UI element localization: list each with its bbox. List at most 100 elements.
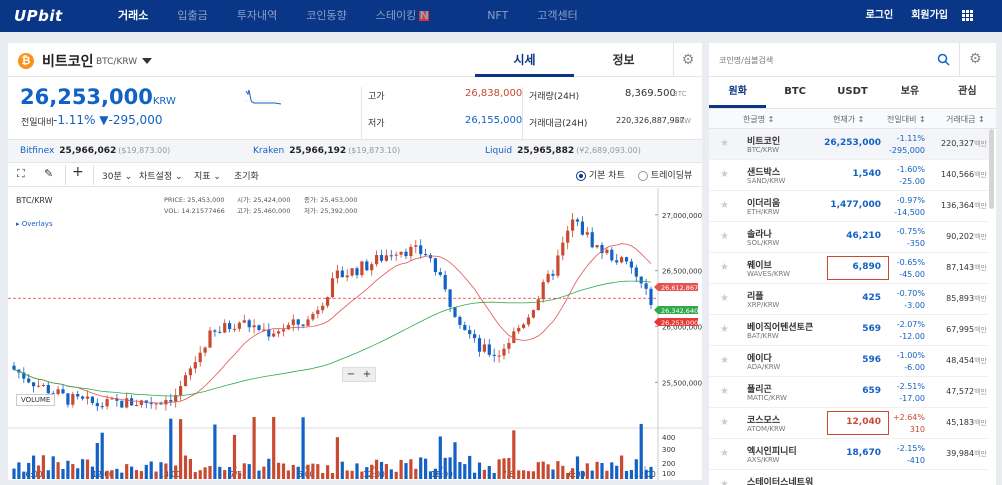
- search-input[interactable]: [719, 51, 919, 69]
- list-item[interactable]: ★ 스테이터스네트워: [709, 470, 989, 485]
- list-item[interactable]: ★ 엑시인피니티 AXS/KRW 18,670 -2.15% -410 39,984백만: [709, 439, 989, 470]
- star-icon[interactable]: ★: [720, 293, 729, 304]
- volume-bar: [473, 472, 477, 479]
- volume-bar: [316, 464, 320, 479]
- chart-settings-select[interactable]: 차트설정 ⌄: [139, 172, 183, 182]
- candle: [316, 310, 320, 314]
- list-item[interactable]: ★ 폴리곤 MATIC/KRW 659 -2.51% -17.00 47,572백만: [709, 377, 989, 408]
- zoom-in-button[interactable]: +: [362, 369, 372, 380]
- star-icon[interactable]: ★: [720, 200, 729, 211]
- basic-chart-radio[interactable]: 기본 차트: [576, 168, 625, 181]
- reset-button[interactable]: 초기화: [234, 172, 259, 182]
- star-icon[interactable]: ★: [720, 169, 729, 180]
- tab-holdings[interactable]: 보유: [900, 86, 920, 97]
- candle: [22, 372, 26, 379]
- volume-bar: [90, 466, 94, 479]
- menu-exchange[interactable]: 거래소: [118, 9, 149, 22]
- price-unit: KRW: [152, 96, 176, 107]
- list-item[interactable]: ★ 코스모스 ATOM/KRW 12,040 +2.64% 310 45,183백만: [709, 408, 989, 439]
- volume-bar: [463, 464, 467, 479]
- volume-bar: [179, 419, 183, 479]
- menu-investments[interactable]: 투자내역: [236, 9, 278, 22]
- candle: [546, 273, 550, 283]
- list-item[interactable]: ★ 베이직어텐션토큰 BAT/KRW 569 -2.07% -12.00 67,995백만: [709, 315, 989, 346]
- candle: [512, 331, 516, 344]
- menu-trends[interactable]: 코인동향: [306, 9, 347, 22]
- search-icon[interactable]: [937, 53, 950, 66]
- list-item[interactable]: ★ 비트코인 BTC/KRW 26,253,000 -1.11% -295,000 220,…: [709, 129, 989, 160]
- coin-volume: 85,893백만: [946, 294, 987, 304]
- star-icon[interactable]: ★: [720, 231, 729, 242]
- star-icon[interactable]: ★: [720, 448, 729, 459]
- volume-bar: [394, 471, 398, 479]
- star-icon[interactable]: ★: [720, 262, 729, 273]
- upbit-logo[interactable]: UPbit: [14, 7, 63, 25]
- tab-usdt[interactable]: USDT: [837, 86, 868, 97]
- million-unit: 백만: [974, 357, 987, 365]
- tab-krw[interactable]: 원화: [709, 77, 767, 108]
- col-volume[interactable]: 거래대금 ↕: [946, 115, 985, 124]
- star-icon[interactable]: ★: [720, 479, 729, 485]
- star-icon[interactable]: ★: [720, 324, 729, 335]
- star-icon[interactable]: ★: [720, 386, 729, 397]
- volume-bar: [649, 466, 653, 479]
- candle: [379, 255, 384, 261]
- apps-grid-icon[interactable]: [962, 10, 973, 21]
- col-name[interactable]: 한글명 ↕: [743, 115, 775, 124]
- list-item[interactable]: ★ 리플 XRP/KRW 425 -0.70% -3.00 85,893백만: [709, 284, 989, 315]
- volume-bar: [360, 471, 364, 479]
- menu-support[interactable]: 고객센터: [537, 9, 578, 22]
- tab-btc[interactable]: BTC: [784, 86, 806, 97]
- gear-icon[interactable]: ⚙: [969, 51, 982, 67]
- volume-bar: [154, 471, 158, 479]
- y-tick-label: 26,500,000: [662, 268, 702, 276]
- volume-bar: [139, 471, 143, 479]
- scrollbar[interactable]: [989, 129, 994, 209]
- candle: [365, 261, 369, 271]
- candle: [551, 273, 555, 276]
- menu-nft[interactable]: NFT: [487, 9, 509, 22]
- tab-favorites[interactable]: 관심: [958, 86, 977, 97]
- list-item[interactable]: ★ 이더리움 ETH/KRW 1,477,000 -0.97% -14,500 136,36…: [709, 191, 989, 222]
- chevron-down-icon[interactable]: [142, 58, 152, 64]
- star-icon[interactable]: ★: [720, 138, 729, 149]
- list-item[interactable]: ★ 솔라나 SOL/KRW 46,210 -0.75% -350 90,202백만: [709, 222, 989, 253]
- candlestick-chart[interactable]: 27,000,000 26,500,000 26,000,000 25,500,000…: [8, 188, 702, 480]
- main-menu: 거래소 입출금 투자내역 코인동향 스테이킹 N NFT 고객센터: [118, 0, 607, 32]
- coin-change-diff: -45.00: [899, 270, 925, 279]
- volume-bar: [541, 461, 545, 479]
- star-icon[interactable]: ★: [720, 417, 729, 428]
- price-tag: [654, 318, 698, 326]
- price-chart[interactable]: 27,000,000 26,500,000 26,000,000 25,500,000…: [8, 188, 702, 480]
- volume-bar: [575, 456, 580, 479]
- col-change[interactable]: 전일대비 ↕: [887, 115, 926, 124]
- overlays-toggle[interactable]: ▸ Overlays: [16, 220, 53, 228]
- interval-select[interactable]: 30분 ⌄: [102, 172, 133, 182]
- col-price[interactable]: 현재가 ↕: [833, 115, 865, 124]
- list-item[interactable]: ★ 에이다 ADA/KRW 596 -1.00% -6.00 48,454백만: [709, 346, 989, 377]
- list-item[interactable]: ★ 샌드박스 SAND/KRW 1,540 -1.60% -25.00 140,566백만: [709, 160, 989, 191]
- candle: [183, 375, 188, 387]
- exchange-name[interactable]: Kraken: [253, 146, 285, 156]
- tab-price[interactable]: 시세: [475, 43, 574, 77]
- candle: [502, 348, 506, 356]
- fullscreen-icon[interactable]: ⛶: [17, 167, 25, 180]
- volume-bar: [321, 472, 325, 479]
- signup-link[interactable]: 회원가입: [911, 10, 948, 21]
- menu-deposit[interactable]: 입출금: [177, 9, 208, 22]
- indicator-select[interactable]: 지표 ⌄: [194, 172, 221, 182]
- volume-tick-label: 100: [662, 470, 675, 478]
- login-link[interactable]: 로그인: [865, 10, 894, 21]
- tradingview-radio[interactable]: 트레이딩뷰: [638, 168, 692, 181]
- pencil-icon[interactable]: ✎: [44, 167, 54, 180]
- gear-icon[interactable]: ⚙: [673, 43, 702, 77]
- star-icon[interactable]: ★: [720, 355, 729, 366]
- zoom-out-button[interactable]: −: [346, 369, 356, 380]
- exchange-name[interactable]: Bitfinex: [20, 146, 55, 156]
- list-item[interactable]: ★ 웨이브 WAVES/KRW 6,890 -0.65% -45.00 87,143백만: [709, 253, 989, 284]
- change-amt: ▼-295,000: [99, 113, 163, 127]
- crosshair-icon[interactable]: +: [72, 164, 84, 180]
- menu-staking[interactable]: 스테이킹 N: [376, 0, 458, 32]
- exchange-name[interactable]: Liquid: [485, 146, 513, 156]
- tab-info[interactable]: 정보: [612, 53, 635, 67]
